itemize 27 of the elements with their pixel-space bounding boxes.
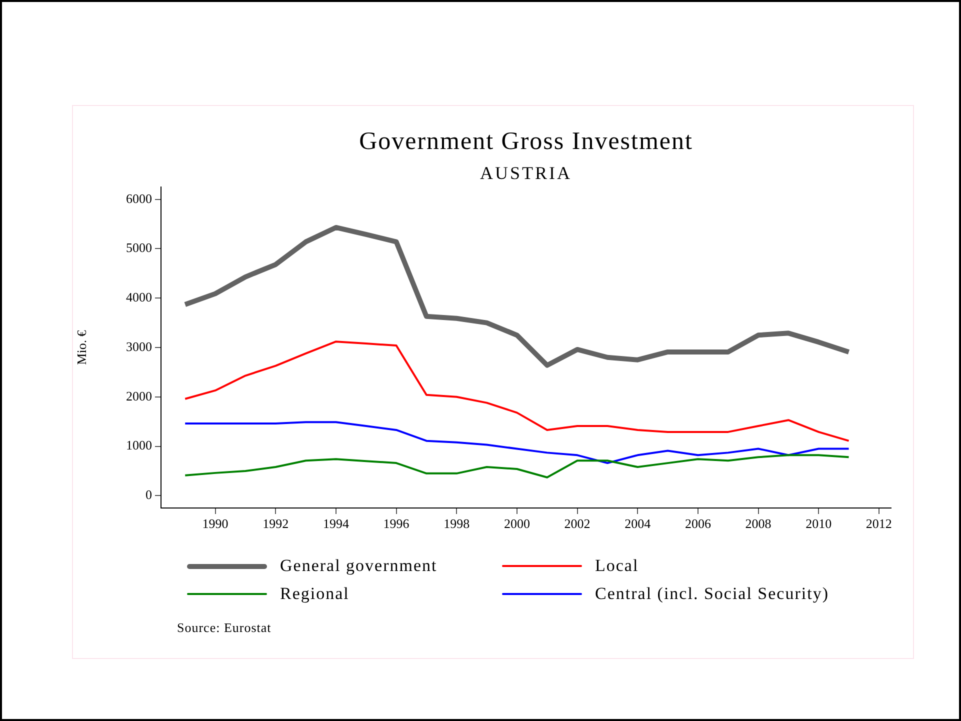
x-tick-label: 2008 bbox=[745, 516, 772, 532]
source-note: Source: Eurostat bbox=[177, 620, 272, 636]
y-tick-label: 3000 bbox=[126, 338, 152, 354]
x-tick-label: 2010 bbox=[806, 516, 832, 532]
legend-label: Central (incl. Social Security) bbox=[595, 584, 829, 604]
chart-subtitle: AUSTRIA bbox=[480, 163, 572, 183]
y-tick-label: 6000 bbox=[126, 190, 152, 206]
legend-label: General government bbox=[280, 556, 438, 576]
y-tick-label: 0 bbox=[146, 487, 152, 502]
y-axis-title: Mio. € bbox=[74, 330, 90, 365]
x-tick-label: 1990 bbox=[202, 516, 228, 532]
y-tick-label: 4000 bbox=[126, 290, 152, 305]
x-tick-label: 1996 bbox=[383, 516, 410, 532]
x-tick-label: 2002 bbox=[564, 516, 590, 532]
y-tick-label: 1000 bbox=[126, 438, 152, 453]
x-tick-label: 1998 bbox=[444, 516, 470, 532]
x-tick-label: 1994 bbox=[322, 516, 350, 532]
y-tick-label: 2000 bbox=[126, 388, 152, 404]
x-tick-label: 1992 bbox=[262, 516, 289, 532]
y-tick-label: 5000 bbox=[126, 240, 152, 256]
legend-label: Regional bbox=[280, 584, 350, 604]
x-tick-label: 2004 bbox=[624, 516, 652, 532]
x-tick-label: 2000 bbox=[504, 516, 530, 532]
x-tick-label: 2012 bbox=[866, 516, 892, 532]
legend-label: Local bbox=[595, 556, 639, 576]
chart-title: Government Gross Investment bbox=[359, 128, 693, 155]
x-tick-label: 2006 bbox=[684, 516, 712, 532]
